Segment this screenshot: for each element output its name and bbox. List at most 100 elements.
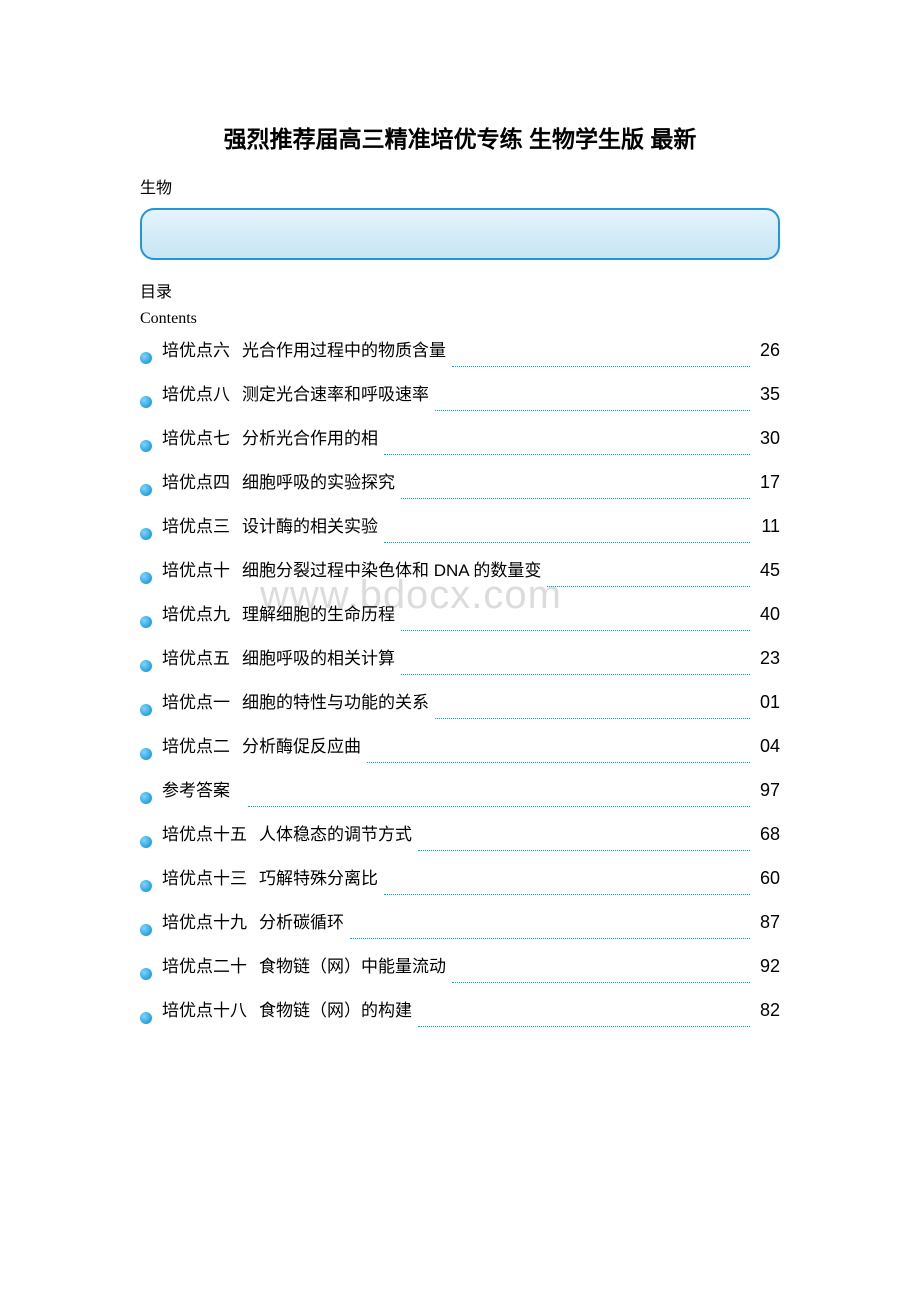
toc-leader bbox=[547, 570, 750, 587]
bullet-icon bbox=[140, 748, 152, 760]
toc-page-number: 04 bbox=[756, 736, 780, 757]
toc-page-number: 97 bbox=[756, 780, 780, 801]
toc-leader bbox=[350, 922, 750, 939]
toc-page-number: 82 bbox=[756, 1000, 780, 1021]
toc-row: 培优点七 分析光合作用的相 30 bbox=[140, 424, 780, 468]
toc-leader bbox=[401, 614, 750, 631]
bullet-icon bbox=[140, 1012, 152, 1024]
toc-leader bbox=[384, 438, 750, 455]
toc-chapter-label: 培优点五 bbox=[162, 644, 230, 669]
bullet-icon bbox=[140, 660, 152, 672]
toc-leader bbox=[384, 878, 750, 895]
toc-row: 培优点四 细胞呼吸的实验探究 17 bbox=[140, 468, 780, 512]
toc-page-number: 92 bbox=[756, 956, 780, 977]
toc-row: 培优点十五 人体稳态的调节方式 68 bbox=[140, 820, 780, 864]
toc-chapter-text: 食物链（网）的构建 bbox=[259, 996, 412, 1021]
toc-chapter-text: 分析光合作用的相 bbox=[242, 424, 378, 449]
toc-leader bbox=[435, 394, 750, 411]
toc-leader bbox=[418, 1010, 750, 1027]
toc-chapter-label: 培优点十 bbox=[162, 556, 230, 581]
toc-chapter-label: 培优点十三 bbox=[162, 864, 247, 889]
subject-label: 生物 bbox=[140, 174, 780, 198]
toc-heading-en: Contents bbox=[140, 310, 780, 328]
bullet-icon bbox=[140, 792, 152, 804]
toc-list: 培优点六 光合作用过程中的物质含量 26 培优点八 测定光合速率和呼吸速率 35… bbox=[140, 336, 780, 1040]
toc-chapter-text: 人体稳态的调节方式 bbox=[259, 820, 412, 845]
toc-chapter-text: 理解细胞的生命历程 bbox=[242, 600, 395, 625]
toc-page-number: 11 bbox=[756, 516, 780, 537]
toc-chapter-label: 培优点一 bbox=[162, 688, 230, 713]
toc-row: 培优点二 分析酶促反应曲 04 bbox=[140, 732, 780, 776]
toc-leader bbox=[452, 350, 750, 367]
toc-leader bbox=[418, 834, 750, 851]
toc-row: 培优点三 设计酶的相关实验 11 bbox=[140, 512, 780, 556]
bullet-icon bbox=[140, 924, 152, 936]
bullet-icon bbox=[140, 440, 152, 452]
bullet-icon bbox=[140, 528, 152, 540]
bullet-icon bbox=[140, 572, 152, 584]
toc-page-number: 87 bbox=[756, 912, 780, 933]
toc-leader bbox=[384, 526, 750, 543]
toc-chapter-text: 细胞呼吸的相关计算 bbox=[242, 644, 395, 669]
toc-chapter-label: 培优点二十 bbox=[162, 952, 247, 977]
toc-chapter-text: 细胞的特性与功能的关系 bbox=[242, 688, 429, 713]
toc-chapter-text: 巧解特殊分离比 bbox=[259, 864, 378, 889]
toc-chapter-text: 食物链（网）中能量流动 bbox=[259, 952, 446, 977]
bullet-icon bbox=[140, 836, 152, 848]
toc-row: 培优点十三 巧解特殊分离比 60 bbox=[140, 864, 780, 908]
document-content: 强烈推荐届高三精准培优专练 生物学生版 最新 生物 目录 Contents 培优… bbox=[140, 120, 780, 1040]
toc-chapter-label: 培优点十八 bbox=[162, 996, 247, 1021]
toc-heading-cn: 目录 bbox=[140, 278, 780, 302]
toc-leader bbox=[435, 702, 750, 719]
toc-row: 培优点九 理解细胞的生命历程 40 bbox=[140, 600, 780, 644]
toc-page-number: 23 bbox=[756, 648, 780, 669]
toc-chapter-label: 培优点九 bbox=[162, 600, 230, 625]
toc-leader bbox=[452, 966, 750, 983]
toc-row: 培优点六 光合作用过程中的物质含量 26 bbox=[140, 336, 780, 380]
toc-chapter-label: 培优点八 bbox=[162, 380, 230, 405]
toc-page-number: 30 bbox=[756, 428, 780, 449]
toc-chapter-label: 培优点十五 bbox=[162, 820, 247, 845]
toc-leader bbox=[248, 790, 750, 807]
toc-row: 培优点十八 食物链（网）的构建 82 bbox=[140, 996, 780, 1040]
bullet-icon bbox=[140, 616, 152, 628]
toc-page-number: 26 bbox=[756, 340, 780, 361]
toc-page-number: 45 bbox=[756, 560, 780, 581]
toc-page-number: 68 bbox=[756, 824, 780, 845]
toc-row: 参考答案 97 bbox=[140, 776, 780, 820]
bullet-icon bbox=[140, 352, 152, 364]
toc-row: 培优点十 细胞分裂过程中染色体和 DNA 的数量变 45 bbox=[140, 556, 780, 600]
toc-chapter-text: 光合作用过程中的物质含量 bbox=[242, 336, 446, 361]
toc-leader bbox=[401, 482, 750, 499]
bullet-icon bbox=[140, 704, 152, 716]
toc-row: 培优点八 测定光合速率和呼吸速率 35 bbox=[140, 380, 780, 424]
toc-chapter-text: 分析酶促反应曲 bbox=[242, 732, 361, 757]
toc-page-number: 60 bbox=[756, 868, 780, 889]
bullet-icon bbox=[140, 396, 152, 408]
toc-page-number: 35 bbox=[756, 384, 780, 405]
document-title: 强烈推荐届高三精准培优专练 生物学生版 最新 bbox=[140, 120, 780, 154]
toc-chapter-label: 培优点七 bbox=[162, 424, 230, 449]
toc-chapter-label: 培优点三 bbox=[162, 512, 230, 537]
toc-page-number: 17 bbox=[756, 472, 780, 493]
toc-chapter-text: 设计酶的相关实验 bbox=[242, 512, 378, 537]
header-banner bbox=[140, 208, 780, 260]
toc-chapter-text: 测定光合速率和呼吸速率 bbox=[242, 380, 429, 405]
toc-page-number: 40 bbox=[756, 604, 780, 625]
toc-chapter-text: 分析碳循环 bbox=[259, 908, 344, 933]
toc-chapter-label: 培优点四 bbox=[162, 468, 230, 493]
toc-row: 培优点五 细胞呼吸的相关计算 23 bbox=[140, 644, 780, 688]
toc-leader bbox=[367, 746, 750, 763]
toc-chapter-label: 培优点十九 bbox=[162, 908, 247, 933]
toc-row: 培优点一 细胞的特性与功能的关系 01 bbox=[140, 688, 780, 732]
toc-chapter-text: 细胞呼吸的实验探究 bbox=[242, 468, 395, 493]
toc-chapter-label: 参考答案 bbox=[162, 776, 230, 801]
toc-leader bbox=[401, 658, 750, 675]
toc-page-number: 01 bbox=[756, 692, 780, 713]
toc-row: 培优点二十 食物链（网）中能量流动 92 bbox=[140, 952, 780, 996]
toc-chapter-label: 培优点六 bbox=[162, 336, 230, 361]
toc-row: 培优点十九 分析碳循环 87 bbox=[140, 908, 780, 952]
bullet-icon bbox=[140, 880, 152, 892]
toc-chapter-text: 细胞分裂过程中染色体和 DNA 的数量变 bbox=[242, 556, 541, 581]
bullet-icon bbox=[140, 968, 152, 980]
